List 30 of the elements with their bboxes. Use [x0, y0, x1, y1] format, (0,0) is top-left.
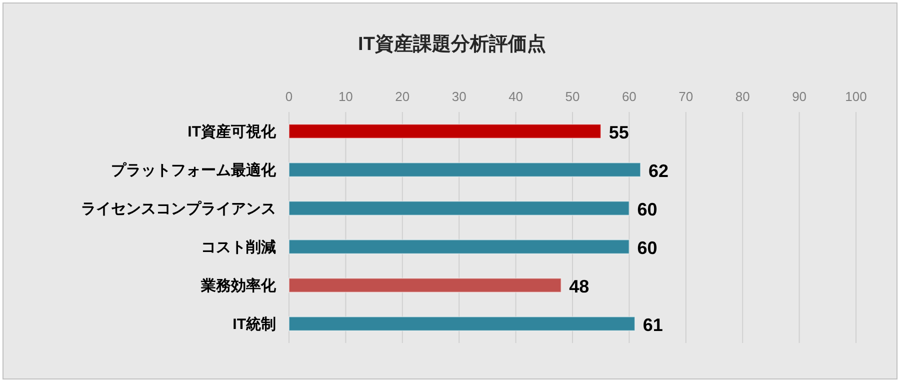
y-tick-label: コスト削減 [201, 238, 276, 256]
data-label: 60 [637, 238, 658, 258]
x-tick-label: 20 [395, 89, 410, 104]
data-label: 48 [569, 276, 590, 296]
y-tick-label: ライセンスコンプライアンス [81, 200, 276, 218]
y-tick-label: IT統制 [232, 316, 276, 333]
data-label: 55 [608, 122, 629, 142]
x-tick-label: 10 [338, 89, 353, 104]
bar [288, 200, 630, 216]
bar [288, 316, 636, 332]
data-label: 61 [642, 314, 663, 335]
x-tick-label: 100 [845, 89, 867, 104]
bar [288, 124, 602, 139]
x-tick-label: 40 [508, 89, 524, 104]
x-tick-label: 30 [452, 89, 466, 104]
x-tick-label: 60 [622, 89, 636, 104]
x-tick-label: 0 [285, 89, 293, 104]
x-tick-label: 50 [565, 89, 580, 104]
data-label: 60 [637, 199, 658, 220]
bar [288, 239, 630, 254]
bar [288, 162, 642, 178]
chart-title: IT資産課題分析評価点 [358, 33, 546, 55]
x-tick-label: 80 [735, 89, 750, 104]
x-tick-label: 70 [678, 89, 694, 104]
x-tick-label: 90 [792, 89, 807, 104]
y-tick-label: プラットフォーム最適化 [111, 160, 277, 179]
y-tick-label: 業務効率化 [200, 276, 277, 294]
data-label: 62 [648, 160, 669, 181]
bar [288, 278, 562, 293]
y-tick-label: IT資産可視化 [188, 122, 277, 140]
